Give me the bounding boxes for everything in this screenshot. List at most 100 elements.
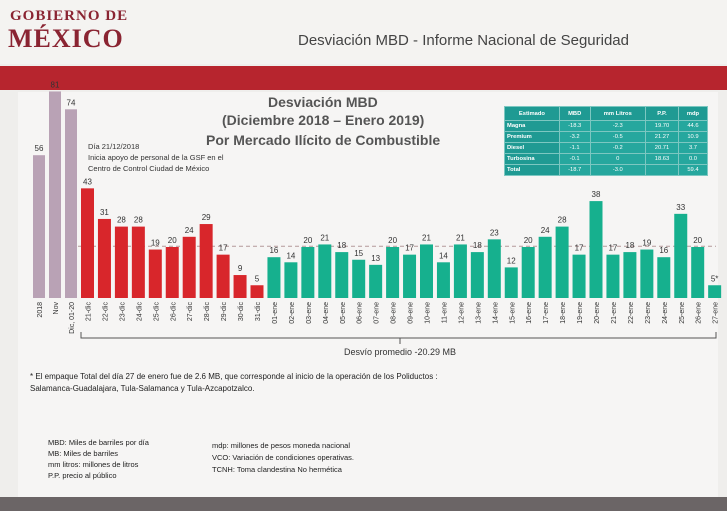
bar-29-dic bbox=[216, 254, 230, 298]
bar-25-ene bbox=[674, 213, 688, 298]
table-cell: 21.27 bbox=[645, 131, 679, 143]
value-label: 74 bbox=[67, 98, 76, 107]
bar-18-ene bbox=[555, 226, 569, 298]
tick-label: 10-ene bbox=[425, 302, 432, 324]
header-bar: GOBIERNO DE MÉXICO Desviación MBD - Info… bbox=[0, 0, 727, 64]
chart-title: Desviación MBD bbox=[268, 94, 378, 110]
table-header-cell: mm Litros bbox=[589, 106, 647, 121]
table-cell: Total bbox=[504, 164, 560, 176]
bar-08-ene bbox=[386, 247, 400, 298]
bar-17-ene bbox=[538, 236, 552, 298]
tick-label: 24-dic bbox=[136, 302, 143, 322]
tick-label: 20-ene bbox=[594, 302, 601, 324]
tick-label: 09-ene bbox=[408, 302, 415, 324]
table-cell: -3.0 bbox=[589, 164, 647, 176]
annotation-line-1: Día 21/12/2018 bbox=[88, 142, 140, 151]
tick-label: 31-dic bbox=[255, 302, 262, 322]
value-label: 29 bbox=[202, 213, 211, 222]
table-cell: 0 bbox=[589, 153, 647, 165]
value-label: 20 bbox=[693, 236, 702, 245]
legend-left-3: mm litros: millones de litros bbox=[48, 460, 139, 469]
value-label: 20 bbox=[524, 236, 533, 245]
bar-20-ene bbox=[589, 201, 603, 298]
table-cell: -0.2 bbox=[589, 142, 647, 154]
value-label: 14 bbox=[439, 251, 448, 260]
tick-label: 21-ene bbox=[611, 302, 618, 324]
bar-24-ene bbox=[657, 257, 671, 298]
bar-21-ene bbox=[606, 254, 620, 298]
table-cell: -1.1 bbox=[558, 142, 591, 154]
table-cell: -0.5 bbox=[589, 131, 647, 143]
table-cell: 18.63 bbox=[645, 153, 679, 165]
estimate-table: Estimado MBD mm Litros P.P. mdp Magna -1… bbox=[504, 106, 709, 176]
header-title: Desviación MBD - Informe Nacional de Seg… bbox=[298, 32, 629, 49]
tick-label: 05-ene bbox=[340, 302, 347, 324]
average-label: Desvío promedio -20.29 MB bbox=[344, 347, 456, 357]
table-header-cell: MBD bbox=[558, 106, 591, 121]
bar-02-ene bbox=[284, 262, 298, 298]
table-row: Magna -18.3 -2.3 19.70 44.6 bbox=[504, 120, 709, 132]
table-cell: 59.4 bbox=[677, 164, 709, 176]
chart-subtitle: (Diciembre 2018 – Enero 2019) bbox=[222, 112, 425, 128]
tick-label: Nov bbox=[53, 302, 60, 315]
table-cell: -18.7 bbox=[558, 164, 591, 176]
red-band bbox=[0, 66, 727, 90]
value-label: 15 bbox=[354, 249, 363, 258]
table-cell: 20.71 bbox=[645, 142, 679, 154]
table-cell: 19.70 bbox=[645, 120, 679, 132]
footnote-line-1: * El empaque Total del día 27 de enero f… bbox=[30, 372, 438, 381]
table-cell: 0.0 bbox=[677, 153, 709, 165]
bar-27-ene bbox=[708, 285, 722, 298]
value-label: 17 bbox=[608, 244, 617, 253]
bar-24-dic bbox=[131, 226, 145, 298]
tick-label: 04-ene bbox=[323, 302, 330, 324]
value-label: 20 bbox=[168, 236, 177, 245]
bar-22-ene bbox=[623, 252, 637, 298]
table-cell: -3.2 bbox=[558, 131, 591, 143]
table-cell: 3.7 bbox=[677, 142, 709, 154]
tick-label: 14-ene bbox=[492, 302, 499, 324]
table-cell: Turbosina bbox=[504, 153, 560, 165]
tick-label: 02-ene bbox=[289, 302, 296, 324]
value-label: 38 bbox=[592, 190, 601, 199]
tick-label: 30-dic bbox=[238, 302, 245, 322]
tick-label: 23-ene bbox=[645, 302, 652, 324]
value-label: 18 bbox=[473, 241, 482, 250]
value-label: 24 bbox=[541, 226, 550, 235]
bar-30-dic bbox=[233, 275, 247, 298]
annotation-line-3: Centro de Control Ciudad de México bbox=[88, 164, 210, 173]
bar-Dic, 01-20 bbox=[65, 109, 77, 298]
legend-left-1: MBD: Miles de barriles por día bbox=[48, 438, 149, 447]
bar-21-dic bbox=[81, 188, 94, 298]
value-label: 31 bbox=[100, 208, 109, 217]
tick-label: 08-ene bbox=[391, 302, 398, 324]
table-header-cell: Estimado bbox=[504, 106, 560, 121]
table-header-cell: mdp bbox=[677, 106, 709, 121]
value-label: 16 bbox=[269, 246, 278, 255]
bar-26-dic bbox=[165, 247, 179, 298]
bar-15-ene bbox=[504, 267, 518, 298]
tick-label: 18-ene bbox=[560, 302, 567, 324]
range-bracket bbox=[80, 332, 717, 339]
tick-label: 25-ene bbox=[679, 302, 686, 324]
table-cell: -18.3 bbox=[558, 120, 591, 132]
tick-label: 24-ene bbox=[662, 302, 669, 324]
table-cell: Diesel bbox=[504, 142, 560, 154]
value-label: 16 bbox=[659, 246, 668, 255]
value-label: 19 bbox=[642, 239, 651, 248]
value-label: 17 bbox=[575, 244, 584, 253]
value-label: 33 bbox=[676, 203, 685, 212]
tick-label: 27-ene bbox=[713, 302, 720, 324]
tick-label: 22-ene bbox=[628, 302, 635, 324]
bar-25-dic bbox=[148, 249, 162, 298]
value-label: 81 bbox=[51, 80, 60, 89]
bar-27-dic bbox=[182, 236, 196, 298]
tick-label: 07-ene bbox=[374, 302, 381, 324]
tick-label: 03-ene bbox=[306, 302, 313, 324]
tick-label: 23-dic bbox=[119, 302, 126, 322]
value-label: 23 bbox=[490, 228, 499, 237]
legend-right-1: mdp: millones de pesos moneda nacional bbox=[212, 441, 350, 450]
bar-10-ene bbox=[420, 244, 433, 298]
bar-07-ene bbox=[369, 264, 383, 298]
